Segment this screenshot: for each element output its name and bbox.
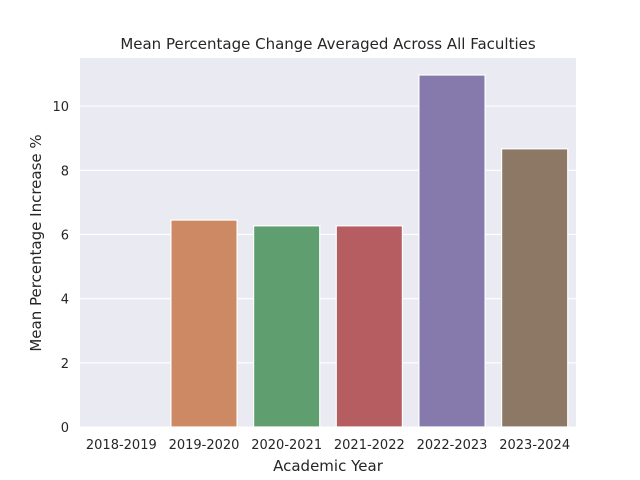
x-tick-label: 2020-2021 — [251, 438, 322, 453]
bar-2021-2022 — [335, 225, 403, 428]
x-tick-label: 2021-2022 — [334, 438, 405, 453]
x-tick-label: 2018-2019 — [86, 438, 157, 453]
y-tick-label: 6 — [61, 228, 69, 243]
y-axis-ticks: 0 2 4 6 8 10 — [52, 100, 69, 436]
x-axis-label: Academic Year — [273, 457, 384, 475]
bar-2023-2024 — [501, 148, 569, 428]
plot-area — [80, 58, 576, 427]
x-tick-label: 2023-2024 — [499, 438, 570, 453]
y-tick-label: 0 — [61, 421, 69, 436]
bar-2020-2021 — [253, 225, 321, 428]
x-axis-ticks: 2018-2019 2019-2020 2020-2021 2021-2022 2022… — [86, 438, 570, 453]
y-tick-label: 10 — [52, 100, 69, 115]
y-axis-label: Mean Percentage Increase % — [27, 134, 45, 351]
bars — [170, 74, 569, 428]
x-tick-label: 2022-2023 — [417, 438, 488, 453]
x-tick-label: 2019-2020 — [169, 438, 240, 453]
chart-title: Mean Percentage Change Averaged Across A… — [120, 35, 536, 53]
y-tick-label: 4 — [61, 293, 69, 308]
bar-2019-2020 — [170, 219, 238, 428]
y-tick-label: 2 — [61, 357, 69, 372]
y-tick-label: 8 — [61, 164, 69, 179]
gridlines — [80, 105, 576, 428]
bar-2022-2023 — [418, 74, 486, 428]
